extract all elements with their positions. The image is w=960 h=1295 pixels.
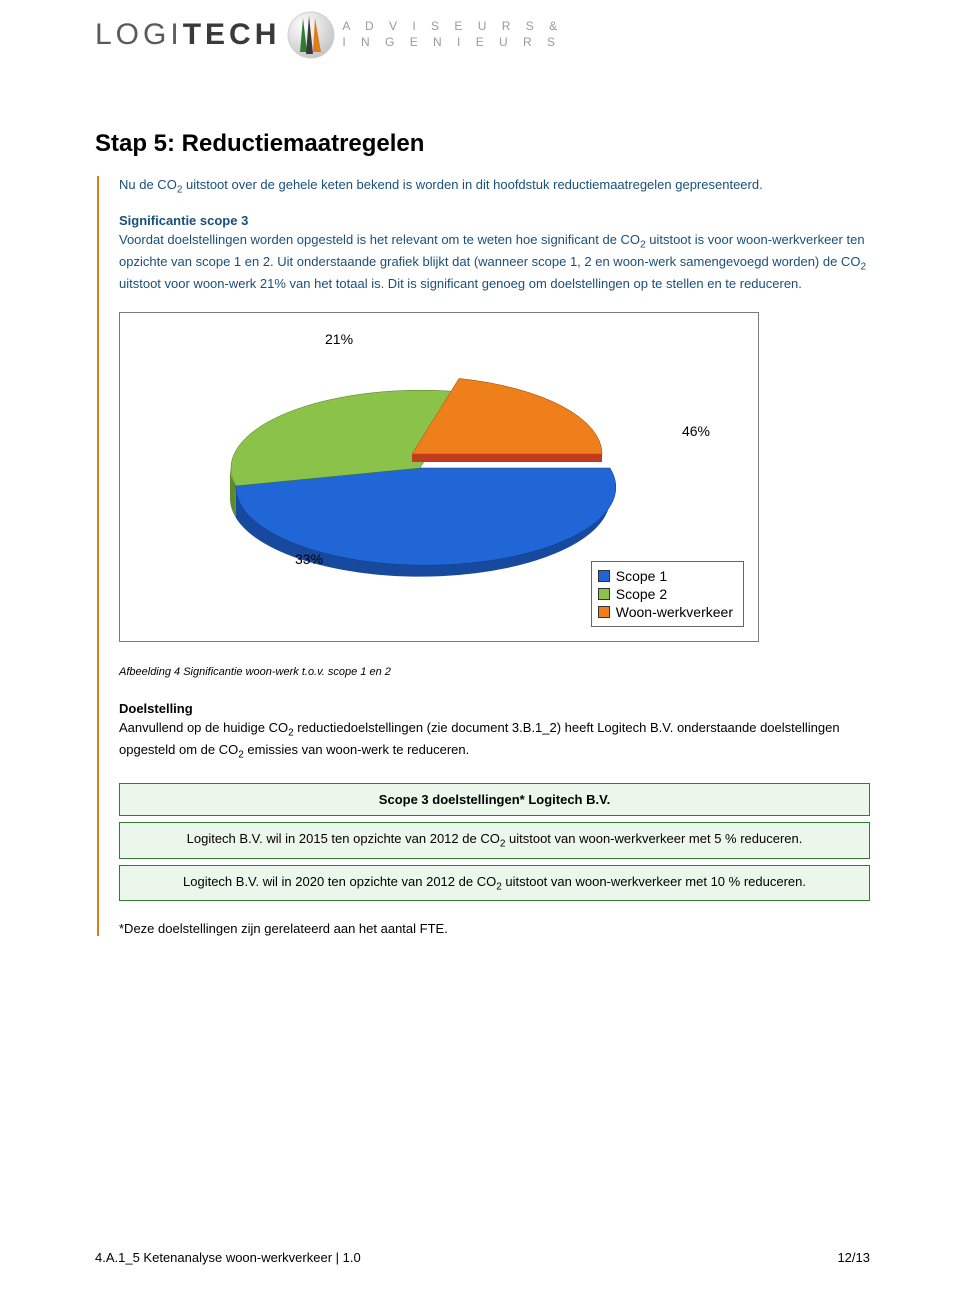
goal-paragraph: Doelstelling Aanvullend op de huidige CO… (119, 700, 870, 763)
table-footnote: *Deze doelstellingen zijn gerelateerd aa… (119, 921, 870, 936)
scope-paragraph: Significantie scope 3 Voordat doelstelli… (119, 212, 870, 294)
logo-subtitle: A D V I S E U R S & I N G E N I E U R S (342, 19, 563, 50)
legend-item: Scope 2 (598, 586, 733, 602)
page-footer: 4.A.1_5 Ketenanalyse woon-werkverkeer | … (95, 1250, 870, 1265)
slice-label-33: 33% (295, 551, 323, 567)
footer-right: 12/13 (837, 1250, 870, 1265)
pie-chart: 21% 46% 33% Scope 1 Scope 2 Woon-werkver… (119, 312, 759, 642)
chart-caption: Afbeelding 4 Significantie woon-werk t.o… (119, 666, 870, 678)
goal-table-header: Scope 3 doelstellingen* Logitech B.V. (119, 783, 870, 816)
legend-item: Scope 1 (598, 568, 733, 584)
goal-row-2: Logitech B.V. wil in 2020 ten opzichte v… (119, 865, 870, 902)
slice-label-46: 46% (682, 423, 710, 439)
content-block: Nu de CO2 uitstoot over de gehele keten … (97, 176, 870, 936)
logo-word: LOGITECH (95, 18, 280, 52)
intro-paragraph: Nu de CO2 uitstoot over de gehele keten … (119, 176, 870, 198)
company-logo: LOGITECH A D V I S E U R S & I N G E N I… (95, 10, 870, 60)
legend-item: Woon-werkverkeer (598, 604, 733, 620)
legend-swatch-icon (598, 606, 610, 618)
footer-left: 4.A.1_5 Ketenanalyse woon-werkverkeer | … (95, 1250, 361, 1265)
logo-sphere-icon (286, 10, 336, 60)
slice-label-21: 21% (325, 331, 353, 347)
legend-swatch-icon (598, 588, 610, 600)
page-title: Stap 5: Reductiemaatregelen (95, 130, 870, 158)
legend-swatch-icon (598, 570, 610, 582)
goal-row-1: Logitech B.V. wil in 2015 ten opzichte v… (119, 822, 870, 859)
chart-legend: Scope 1 Scope 2 Woon-werkverkeer (591, 561, 744, 627)
goal-table: Scope 3 doelstellingen* Logitech B.V. Lo… (119, 777, 870, 907)
